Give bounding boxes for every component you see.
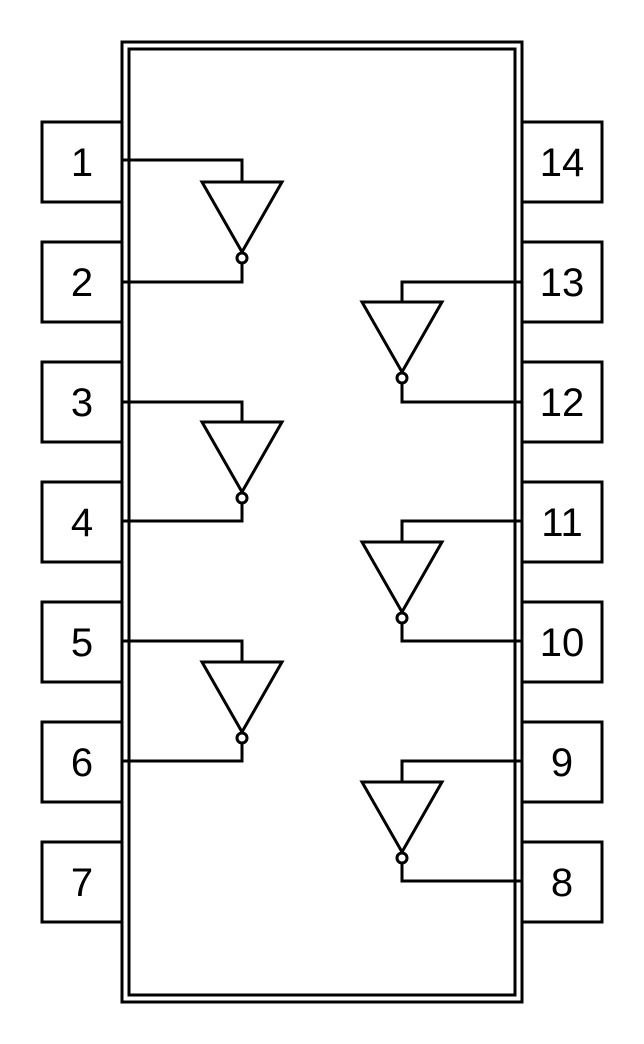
output-wire — [122, 743, 244, 763]
inversion-bubble — [395, 611, 409, 625]
pin-label: 13 — [540, 261, 585, 305]
inverter-triangle — [199, 420, 285, 496]
inverter-gate-9-8 — [359, 759, 522, 883]
output-wire — [400, 863, 522, 883]
pin-label: 4 — [71, 501, 93, 545]
pin-10: 10 — [520, 600, 604, 684]
pin-label: 7 — [71, 861, 93, 905]
inverter-gate-1-2 — [122, 158, 285, 284]
pin-9: 9 — [520, 720, 604, 804]
input-wire — [122, 158, 244, 182]
inverter-triangle — [359, 540, 445, 616]
pin-2: 2 — [40, 240, 124, 324]
pin-3: 3 — [40, 360, 124, 444]
pin-14: 14 — [520, 120, 604, 204]
input-wire — [400, 280, 522, 302]
output-wire — [400, 383, 522, 404]
pin-6: 6 — [40, 720, 124, 804]
input-wire — [122, 639, 244, 662]
input-wire — [400, 759, 522, 782]
output-wire — [122, 503, 244, 523]
pin-1: 1 — [40, 120, 124, 204]
input-wire — [122, 400, 244, 422]
input-wire — [400, 519, 522, 542]
pin-label: 6 — [71, 741, 93, 785]
inverter-gate-13-12 — [359, 280, 522, 404]
pin-label: 1 — [71, 141, 93, 185]
pin-label: 8 — [551, 861, 573, 905]
pin-label: 9 — [551, 741, 573, 785]
pin-label: 14 — [540, 141, 585, 185]
pin-label: 5 — [71, 621, 93, 665]
pin-13: 13 — [520, 240, 604, 324]
inversion-bubble — [235, 251, 249, 265]
inverter-gate-3-4 — [122, 400, 285, 523]
pin-4: 4 — [40, 480, 124, 564]
inverter-triangle — [199, 180, 285, 256]
inverter-triangle — [359, 780, 445, 856]
pin-8: 8 — [520, 840, 604, 924]
pin-label: 10 — [540, 621, 585, 665]
pin-12: 12 — [520, 360, 604, 444]
pin-7: 7 — [40, 840, 124, 924]
pin-5: 5 — [40, 600, 124, 684]
pin-label: 12 — [540, 381, 585, 425]
inversion-bubble — [395, 371, 409, 385]
pin-11: 11 — [520, 480, 604, 564]
inverter-triangle — [199, 660, 285, 736]
inverter-gate-11-10 — [359, 519, 522, 643]
output-wire — [400, 623, 522, 643]
pin-label: 11 — [541, 501, 583, 545]
left-pin-column: 1 2 3 4 5 6 7 — [40, 120, 124, 924]
right-pin-column: 14 13 12 11 10 9 8 — [520, 120, 604, 924]
pin-label: 2 — [71, 261, 93, 305]
pin-box — [520, 120, 604, 204]
inverter-gate-5-6 — [122, 639, 285, 763]
inversion-bubble — [235, 731, 249, 745]
pin-box — [40, 120, 124, 204]
output-wire — [122, 263, 244, 284]
inversion-bubble — [395, 851, 409, 865]
pin-box — [40, 840, 124, 924]
inversion-bubble — [235, 491, 249, 505]
inverter-triangle — [359, 300, 445, 376]
pin-label: 3 — [71, 381, 93, 425]
